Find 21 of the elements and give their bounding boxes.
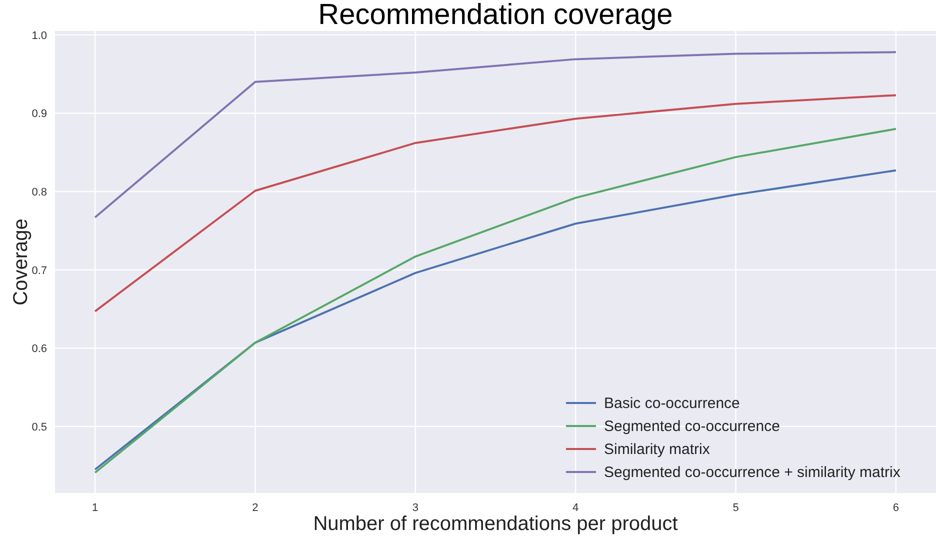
- legend-label: Segmented co-occurrence: [604, 418, 780, 435]
- legend-label: Segmented co-occurrence + similarity matrix: [604, 464, 901, 481]
- y-tick-label: 0.6: [32, 343, 47, 356]
- line-series: [94, 51, 897, 218]
- y-tick-label: 0.7: [32, 264, 47, 277]
- chart-title: Recommendation coverage: [318, 0, 673, 31]
- legend-label: Similarity matrix: [604, 441, 710, 458]
- x-tick-label: 5: [732, 502, 739, 514]
- x-tick-label: 1: [92, 502, 98, 514]
- x-axis-title: Number of recommendations per product: [313, 513, 678, 535]
- x-tick-label: 2: [252, 502, 258, 514]
- x-tick-label: 3: [412, 502, 418, 514]
- x-tick-label: 4: [572, 502, 579, 514]
- x-tick-label: 6: [892, 502, 900, 514]
- legend-label: Basic co-occurrence: [604, 395, 740, 412]
- y-tick-label: 0.5: [32, 421, 47, 434]
- line-series: [94, 94, 897, 312]
- y-tick-label: 0.9: [32, 108, 47, 120]
- y-tick-label: 1.0: [32, 30, 47, 42]
- y-axis-title: Coverage: [10, 218, 32, 306]
- y-tick-label: 0.8: [32, 186, 47, 199]
